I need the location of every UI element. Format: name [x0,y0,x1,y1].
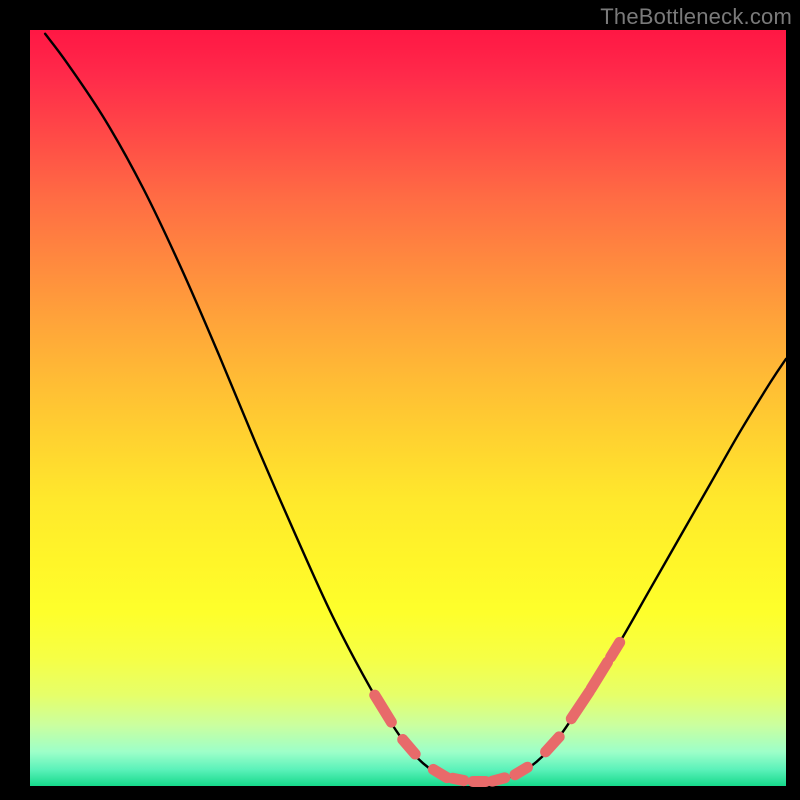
highlight-pill [453,778,464,780]
plot-background [30,30,786,786]
highlight-pill [433,769,447,777]
highlight-pill [515,767,527,774]
highlight-pill [611,642,620,657]
bottleneck-chart [0,0,800,800]
watermark-text: TheBottleneck.com [600,4,792,30]
chart-container: TheBottleneck.com [0,0,800,800]
highlight-pill [492,778,504,781]
